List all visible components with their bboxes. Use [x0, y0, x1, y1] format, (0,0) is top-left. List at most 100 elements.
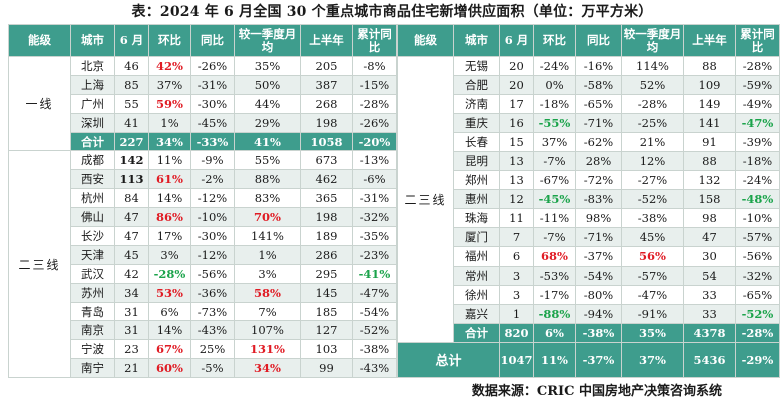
left-body: 一线 北京 46 42% -26% 35% 205 -8% 上海 85 37% -31% 50% 387-…: [8, 55, 397, 379]
column-header: 能级: [8, 24, 71, 57]
cell-june: 6: [499, 246, 534, 267]
cell-yoy: -5%: [190, 358, 235, 379]
cell-mom: 86%: [148, 207, 191, 228]
cell-mom: 59%: [148, 93, 191, 114]
cell-june: 47: [114, 207, 149, 228]
cell-yoy: -71%: [575, 113, 622, 134]
cell-city: 厦门: [453, 227, 500, 248]
cell-yoy: -83%: [575, 189, 622, 210]
cell-city: 福州: [453, 246, 500, 267]
cell-june: 55: [114, 93, 149, 114]
cell-city: 常州: [453, 265, 500, 286]
cell-cum: -28%: [352, 93, 397, 114]
cell-mom: -7%: [533, 227, 576, 248]
cell-yoy: -30%: [190, 226, 235, 246]
column-header: 环比: [533, 24, 576, 57]
table-row: 南宁 21 60% -5% 34% 99 -43%: [9, 358, 397, 379]
cell-yoy: -56%: [190, 263, 235, 284]
cell-cum: -39%: [735, 132, 780, 153]
cell-h1: 295: [300, 263, 353, 284]
cell-yoy: -45%: [190, 112, 235, 133]
grand-total-label: 总计: [397, 341, 500, 379]
cell-h1: 149: [683, 94, 736, 115]
cell-h1: 127: [300, 320, 353, 341]
cell-h1: 109: [683, 75, 736, 96]
table-row: 珠海 11 -11% 98% -38% 98 -10%: [398, 208, 780, 229]
cell-yoy: -2%: [190, 169, 235, 190]
cell-cum: -47%: [735, 113, 780, 134]
tier-label: 二三线: [8, 150, 71, 379]
table-row: 济南 17 -18% -65% -28% 149 -49%: [398, 94, 780, 115]
table-row: 杭州 84 14% -12% 83% 365 -31%: [9, 188, 397, 209]
cell-june: 21: [114, 358, 149, 379]
cell-mom: -24%: [533, 55, 576, 77]
cell-city: 北京: [70, 56, 115, 76]
tier-label: 一线: [8, 55, 71, 152]
cell-june: 1: [499, 303, 534, 324]
cell-june: 7: [499, 227, 534, 248]
cell-vsq1: 35%: [234, 56, 301, 76]
cell-city: 青岛: [70, 301, 115, 322]
table-row: 常州 3 -53% -54% -57% 54 -32%: [398, 265, 780, 286]
cell-city: 惠州: [453, 189, 500, 210]
cell-mom: -18%: [533, 94, 576, 115]
cell-h1: 1058: [300, 131, 353, 152]
cell-city: 合计: [70, 131, 115, 152]
cell-h1: 189: [300, 226, 353, 246]
cell-yoy: -37%: [575, 246, 622, 267]
cell-mom: 61%: [148, 169, 191, 190]
cell-city: 天津: [70, 244, 115, 265]
cell-june: 20: [499, 55, 534, 77]
cell-city: 南京: [70, 320, 115, 341]
cell-june: 31: [114, 301, 149, 322]
cell-city: 合肥: [453, 75, 500, 96]
cell-yoy: -37%: [575, 341, 622, 379]
cell-vsq1: 58%: [234, 282, 301, 303]
cell-vsq1: 114%: [621, 55, 684, 77]
cell-cum: -28%: [735, 55, 780, 77]
cell-city: 珠海: [453, 208, 500, 229]
cell-vsq1: 3%: [234, 263, 301, 284]
cell-june: 15: [499, 132, 534, 153]
table-row: 上海 85 37% -31% 50% 387 -15%: [9, 74, 397, 95]
left-table: 能级 城市 6 月环比 同比 较一季度月均 上半年 累计同比 一线 北京 46 42% -26% 35…: [8, 24, 397, 379]
cell-city: 深圳: [70, 112, 115, 133]
cell-yoy: -31%: [190, 74, 235, 95]
cell-yoy: -26%: [190, 56, 235, 76]
cell-vsq1: 45%: [621, 227, 684, 248]
cell-vsq1: 1%: [234, 244, 301, 265]
cell-vsq1: 41%: [234, 131, 301, 152]
data-source-note: 数据来源：CRIC 中国房地产决策咨询系统: [471, 384, 722, 399]
cell-yoy: -33%: [190, 131, 235, 152]
cell-june: 1047: [499, 341, 534, 379]
column-header: 上半年: [300, 24, 353, 57]
cell-h1: 387: [300, 74, 353, 95]
cell-h1: 103: [300, 339, 353, 360]
cell-vsq1: -52%: [621, 189, 684, 210]
cell-cum: -41%: [352, 263, 397, 284]
cell-june: 113: [114, 169, 149, 190]
column-header: 6 月: [499, 24, 534, 57]
table-row: 长春 15 37% -62% 21% 91 -39%: [398, 132, 780, 153]
cell-yoy: 28%: [575, 151, 622, 172]
cell-mom: -7%: [533, 151, 576, 172]
column-header: 城市: [70, 24, 115, 57]
column-header: 上半年: [683, 24, 736, 57]
cell-cum: -15%: [352, 74, 397, 95]
cell-june: 16: [499, 113, 534, 134]
table-row: 徐州 3 -17% -80% -47% 33 -65%: [398, 284, 780, 305]
cell-mom: 67%: [148, 339, 191, 360]
cell-cum: -48%: [735, 189, 780, 210]
cell-yoy: -9%: [190, 150, 235, 171]
cell-city: 苏州: [70, 282, 115, 303]
cell-june: 11: [499, 208, 534, 229]
right-body: 二三线 无锡 20 -24% -16% 114% 88 -28% 合肥 20 0% -58% 52% 10…: [397, 55, 780, 379]
cell-mom: -45%: [533, 189, 576, 210]
cell-vsq1: 55%: [234, 150, 301, 171]
cell-cum: -10%: [735, 208, 780, 229]
cell-cum: -32%: [735, 265, 780, 286]
cell-h1: 145: [300, 282, 353, 303]
cell-mom: 14%: [148, 188, 191, 209]
cell-h1: 99: [300, 358, 353, 379]
cell-mom: -67%: [533, 170, 576, 191]
